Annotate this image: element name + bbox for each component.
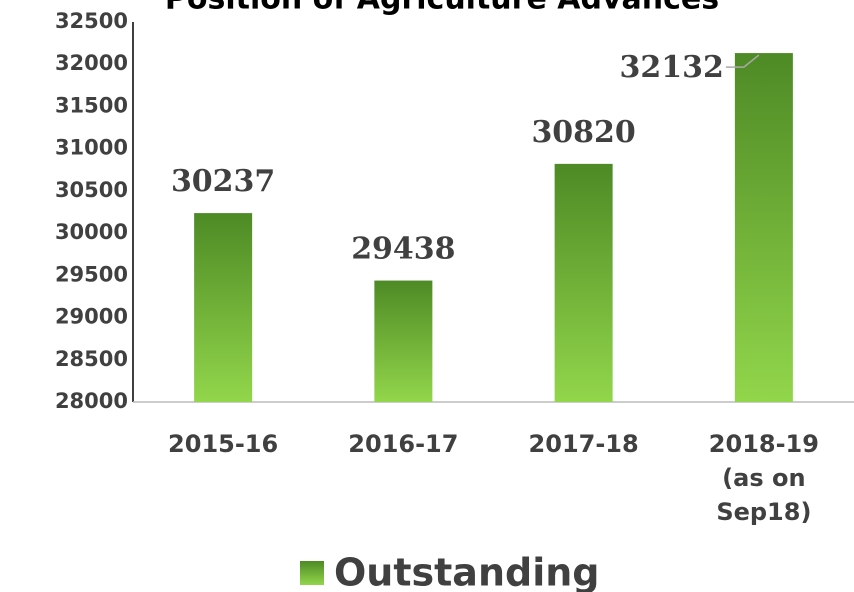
data-label: 30237 — [171, 164, 275, 199]
legend-swatch — [300, 561, 324, 585]
y-tick-label: 28000 — [55, 389, 128, 413]
leader-line — [725, 54, 760, 68]
y-tick-label: 29000 — [55, 305, 128, 329]
data-label: 29438 — [351, 232, 455, 267]
x-tick-label: 2018-19 (as on Sep18) — [708, 430, 819, 526]
legend-label: Outstanding — [334, 551, 599, 592]
x-tick-label: 2017-18 — [528, 430, 639, 458]
data-label: 32132 — [620, 50, 724, 85]
bar — [554, 163, 613, 402]
y-tick-label: 31500 — [55, 93, 128, 117]
bar — [194, 213, 253, 402]
x-tick-label: 2016-17 — [348, 430, 459, 458]
y-tick-label: 28500 — [55, 347, 128, 371]
chart-title: Position of Agriculture Advances — [165, 0, 719, 17]
data-label: 30820 — [531, 115, 635, 150]
bar — [734, 53, 793, 402]
y-tick-label: 32500 — [55, 9, 128, 33]
y-tick-label: 30500 — [55, 178, 128, 202]
y-tick-label: 31000 — [55, 136, 128, 160]
y-tick-label: 29500 — [55, 262, 128, 286]
y-tick-label: 32000 — [55, 51, 128, 75]
x-tick-label: 2015-16 — [168, 430, 279, 458]
bar — [374, 280, 433, 402]
y-tick-label: 30000 — [55, 220, 128, 244]
